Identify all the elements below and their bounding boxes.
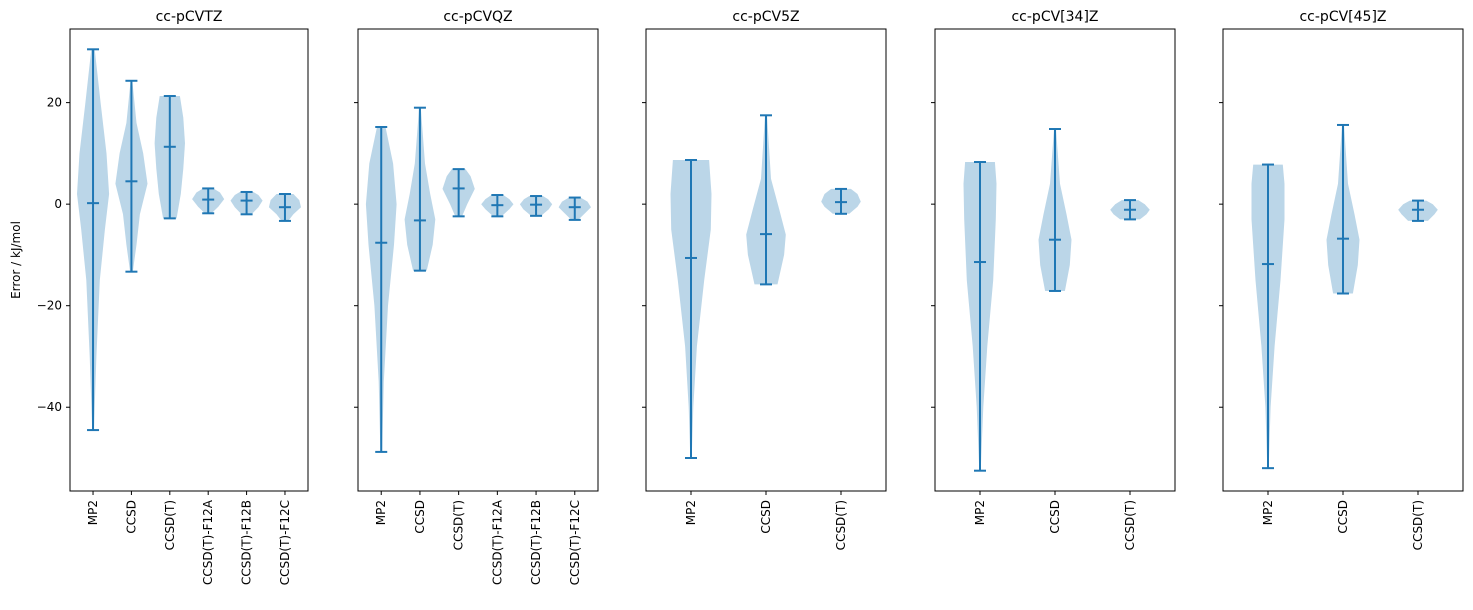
x-tick-label: CCSD	[413, 500, 427, 534]
x-tick-label: CCSD(T)	[834, 500, 848, 550]
plot-area-frame	[69, 28, 309, 492]
y-tick-label: 0	[54, 197, 62, 211]
x-tick-label: CCSD(T)-F12A	[201, 499, 215, 585]
panel-2: cc-pCVQZ MP2 CCSD CCSD(T) CCSD(T)-F12A CCSD(T…	[354, 9, 599, 585]
panel-1: cc-pCVTZ −40 −20 0 20 MP2 CCSD CCSD(T) CCSD(T)-F…	[37, 9, 309, 585]
panel-3: cc-pCV5Z MP2 CCSD CCSD(T)	[642, 9, 887, 550]
x-tick-label: CCSD	[124, 500, 138, 534]
y-tick-label: 20	[47, 96, 62, 110]
panel-title: cc-pCVQZ	[443, 9, 512, 25]
x-tick-label: CCSD(T)-F12A	[490, 499, 504, 585]
x-tick-label: CCSD	[759, 500, 773, 534]
plot-area-frame	[357, 28, 599, 492]
panel-title: cc-pCV[45]Z	[1299, 9, 1386, 25]
panel-4: cc-pCV[34]Z MP2 CCSD CCSD(T)	[931, 9, 1176, 550]
x-tick-label: MP2	[973, 500, 987, 525]
x-tick-label: CCSD(T)-F12C	[278, 500, 292, 585]
x-tick-label: CCSD(T)	[163, 500, 177, 550]
x-tick-label: MP2	[684, 500, 698, 525]
x-tick-label: CCSD(T)	[1123, 500, 1137, 550]
panel-5: cc-pCV[45]Z MP2 CCSD CCSD(T)	[1219, 9, 1464, 550]
panel-title: cc-pCV[34]Z	[1011, 9, 1098, 25]
panels: cc-pCVTZ −40 −20 0 20 MP2 CCSD CCSD(T) CCSD(T)-F…	[37, 9, 1464, 585]
x-tick-label: MP2	[86, 500, 100, 525]
x-tick-label: CCSD(T)	[1411, 500, 1425, 550]
x-tick-label: MP2	[374, 500, 388, 525]
y-tick-label: −40	[37, 400, 62, 414]
x-tick-label: CCSD(T)	[452, 500, 466, 550]
x-tick-label: CCSD(T)-F12B	[529, 500, 543, 585]
x-tick-label: CCSD	[1048, 500, 1062, 534]
y-axis-label: Error / kJ/mol	[9, 221, 23, 299]
x-tick-label: CCSD	[1336, 500, 1350, 534]
x-tick-label: CCSD(T)-F12B	[240, 500, 254, 585]
y-tick-label: −20	[37, 299, 62, 313]
x-tick-label: MP2	[1261, 500, 1275, 525]
panel-title: cc-pCVTZ	[156, 9, 223, 25]
x-tick-label: CCSD(T)-F12C	[568, 500, 582, 585]
panel-title: cc-pCV5Z	[732, 9, 799, 25]
